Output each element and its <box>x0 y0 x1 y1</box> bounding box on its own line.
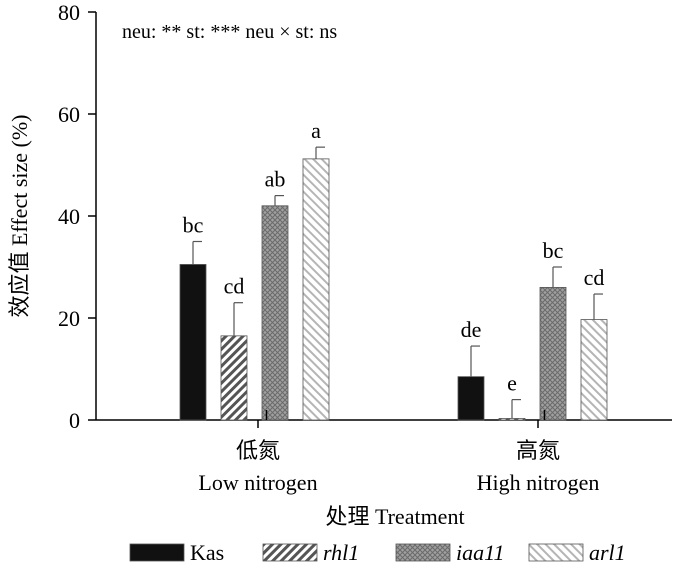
bar-rhl1 <box>220 335 248 421</box>
y-tick-label: 20 <box>58 306 80 331</box>
significance-letter: e <box>507 371 517 396</box>
legend-label: rhl1 <box>323 540 359 565</box>
legend-label: Kas <box>190 540 224 565</box>
significance-annotation: neu: ** st: *** neu × st: ns <box>122 21 337 43</box>
bar-iaa11 <box>539 286 567 421</box>
x-axis-title: 处理 Treatment <box>325 504 464 529</box>
significance-letter: ab <box>265 167 286 192</box>
y-tick-label: 80 <box>58 0 80 25</box>
x-category-label-en: High nitrogen <box>477 470 600 495</box>
significance-letter: cd <box>584 265 605 290</box>
significance-letter: a <box>311 118 321 143</box>
significance-letter: de <box>461 317 482 342</box>
bar-arl1 <box>302 158 330 421</box>
bar-rhl1 <box>498 418 526 421</box>
legend-label: iaa11 <box>456 540 504 565</box>
y-tick-label: 0 <box>69 408 80 433</box>
significance-letter: bc <box>543 238 564 263</box>
x-category-label-cn: 低氮 <box>236 438 280 463</box>
legend-label: arl1 <box>589 540 626 565</box>
legend-swatch-Kas <box>129 543 185 562</box>
x-category-label-en: Low nitrogen <box>198 470 317 495</box>
significance-letter: cd <box>224 274 245 299</box>
significance-letter: bc <box>183 213 204 238</box>
y-tick-label: 60 <box>58 102 80 127</box>
y-axis-title: 效应值 Effect size (%) <box>7 114 32 317</box>
bar-arl1 <box>580 319 608 421</box>
legend-swatch-iaa11 <box>395 543 451 562</box>
legend-swatch-rhl1 <box>262 543 318 562</box>
legend-swatch-arl1 <box>528 543 584 562</box>
bar-iaa11 <box>261 205 289 421</box>
y-tick-label: 40 <box>58 204 80 229</box>
bar-Kas <box>179 264 207 421</box>
x-category-label-cn: 高氮 <box>516 438 560 463</box>
bar-Kas <box>457 376 485 421</box>
